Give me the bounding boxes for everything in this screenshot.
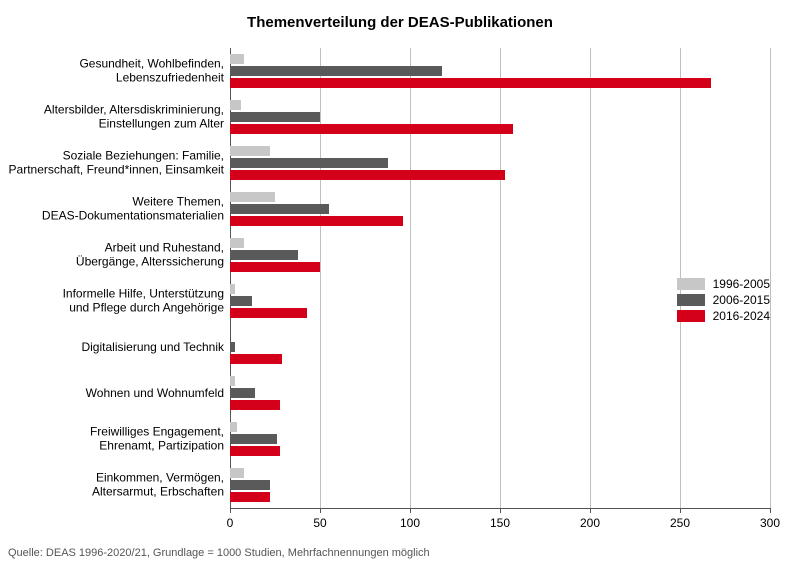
bar — [230, 124, 513, 134]
bar — [230, 146, 270, 156]
bar — [230, 388, 255, 398]
x-axis — [230, 508, 770, 509]
bar — [230, 422, 237, 432]
chart-container: Themenverteilung der DEAS-Publikationen … — [0, 0, 800, 567]
bar — [230, 376, 235, 386]
bar — [230, 400, 280, 410]
bar — [230, 446, 280, 456]
bar — [230, 468, 244, 478]
x-tick-mark — [770, 508, 771, 513]
bar — [230, 480, 270, 490]
bar — [230, 216, 403, 226]
category-label: Altersbilder, Altersdiskriminierung,Eins… — [8, 103, 224, 132]
bar — [230, 284, 235, 294]
legend-item: 2016-2024 — [677, 309, 770, 323]
legend: 1996-2005 2006-2015 2016-2024 — [677, 275, 770, 325]
category-label: Digitalisierung und Technik — [8, 340, 224, 354]
gridline — [320, 48, 321, 508]
gridline — [590, 48, 591, 508]
x-tick-label: 0 — [227, 516, 234, 530]
bar — [230, 354, 282, 364]
bar — [230, 342, 235, 352]
bar — [230, 434, 277, 444]
legend-swatch — [677, 310, 705, 322]
category-label: Arbeit und Ruhestand,Übergänge, Alterssi… — [8, 241, 224, 270]
bar — [230, 296, 252, 306]
bar — [230, 192, 275, 202]
bar — [230, 170, 505, 180]
bar — [230, 100, 241, 110]
legend-label: 2006-2015 — [713, 293, 770, 307]
category-label: Freiwilliges Engagement,Ehrenamt, Partiz… — [8, 425, 224, 454]
bar — [230, 54, 244, 64]
x-tick-label: 250 — [670, 516, 690, 530]
x-tick-label: 200 — [580, 516, 600, 530]
x-tick-label: 100 — [400, 516, 420, 530]
category-label: Wohnen und Wohnumfeld — [8, 386, 224, 400]
category-label: Weitere Themen,DEAS-Dokumentationsmateri… — [8, 195, 224, 224]
bar — [230, 492, 270, 502]
category-label: Informelle Hilfe, Unterstützungund Pfleg… — [8, 287, 224, 316]
bar — [230, 238, 244, 248]
x-tick-label: 150 — [490, 516, 510, 530]
legend-swatch — [677, 278, 705, 290]
chart-title: Themenverteilung der DEAS-Publikationen — [0, 0, 800, 37]
x-tick-label: 300 — [760, 516, 780, 530]
category-label: Einkommen, Vermögen,Altersarmut, Erbscha… — [8, 471, 224, 500]
bar — [230, 112, 320, 122]
legend-item: 1996-2005 — [677, 277, 770, 291]
legend-item: 2006-2015 — [677, 293, 770, 307]
category-label: Gesundheit, Wohlbefinden,Lebenszufrieden… — [8, 57, 224, 86]
source-note: Quelle: DEAS 1996-2020/21, Grundlage = 1… — [8, 547, 430, 559]
bar — [230, 78, 711, 88]
bar — [230, 66, 442, 76]
legend-label: 2016-2024 — [713, 309, 770, 323]
x-tick-label: 50 — [313, 516, 326, 530]
legend-label: 1996-2005 — [713, 277, 770, 291]
gridline — [410, 48, 411, 508]
gridline — [500, 48, 501, 508]
legend-swatch — [677, 294, 705, 306]
gridline — [770, 48, 771, 508]
bar — [230, 250, 298, 260]
bar — [230, 204, 329, 214]
category-label: Soziale Beziehungen: Familie,Partnerscha… — [8, 149, 224, 178]
bar — [230, 308, 307, 318]
bar — [230, 158, 388, 168]
bar — [230, 262, 320, 272]
